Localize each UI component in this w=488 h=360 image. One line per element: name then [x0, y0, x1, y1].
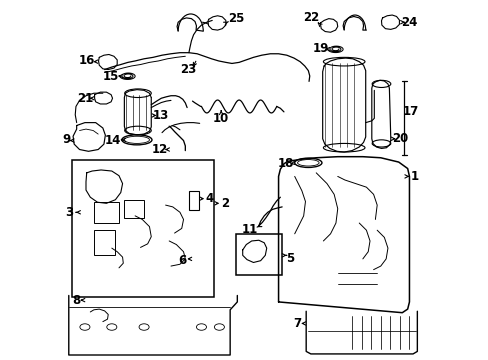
- Text: 22: 22: [303, 12, 319, 24]
- Bar: [94, 202, 119, 223]
- Text: 5: 5: [285, 252, 294, 265]
- Text: 20: 20: [391, 132, 408, 145]
- Text: 19: 19: [312, 41, 328, 54]
- Text: 16: 16: [79, 54, 95, 67]
- Text: 24: 24: [401, 16, 417, 29]
- Bar: [94, 230, 115, 255]
- Bar: [124, 200, 144, 218]
- Bar: [235, 234, 282, 275]
- Text: 10: 10: [213, 112, 229, 125]
- Text: 15: 15: [102, 69, 118, 82]
- Text: 8: 8: [72, 294, 80, 307]
- Text: 18: 18: [277, 157, 293, 170]
- Text: 17: 17: [402, 105, 419, 118]
- Text: 21: 21: [77, 92, 93, 105]
- Text: 13: 13: [153, 109, 169, 122]
- Text: 6: 6: [178, 254, 186, 267]
- Bar: [188, 191, 199, 211]
- Text: 9: 9: [63, 133, 71, 146]
- Text: 25: 25: [227, 12, 244, 25]
- Text: 2: 2: [220, 197, 228, 210]
- Bar: [72, 160, 214, 297]
- Text: 3: 3: [65, 206, 73, 219]
- Text: 12: 12: [151, 143, 167, 156]
- Text: 11: 11: [241, 223, 258, 236]
- Text: 4: 4: [205, 192, 213, 205]
- Text: 7: 7: [293, 317, 301, 330]
- Text: 14: 14: [104, 134, 121, 147]
- Text: 1: 1: [410, 170, 418, 183]
- Text: 23: 23: [180, 63, 196, 76]
